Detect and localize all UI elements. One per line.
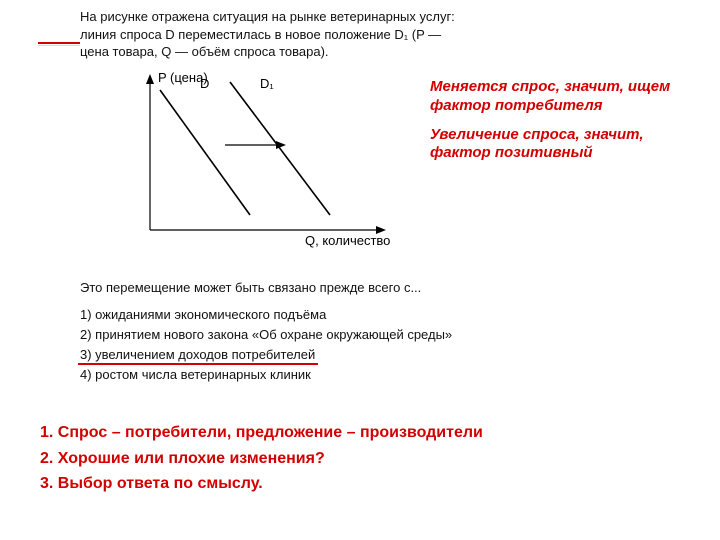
sidenote-2: Увеличение спроса, значит, фактор позити… (430, 126, 680, 164)
answer-options: 1) ожиданиями экономического подъёма 2) … (80, 305, 452, 386)
option-4: 4) ростом числа ветеринарных клиник (80, 365, 452, 385)
demand-shift-chart: P (цена) Q, количество D D₁ (130, 70, 410, 260)
step-2: 2. Хорошие или плохие изменения? (40, 446, 483, 472)
step-3: 3. Выбор ответа по смыслу. (40, 471, 483, 497)
underline-correct-option (78, 363, 318, 365)
side-annotations: Меняется спрос, значит, ищем фактор потр… (430, 78, 680, 173)
option-1: 1) ожиданиями экономического подъёма (80, 305, 452, 325)
question-lead: Это перемещение может быть связано прежд… (80, 280, 460, 295)
x-axis-label: Q, количество (305, 233, 390, 248)
sidenote-1: Меняется спрос, значит, ищем фактор потр… (430, 78, 680, 116)
curve-d-label: D (200, 76, 209, 91)
option-2: 2) принятием нового закона «Об охране ок… (80, 325, 452, 345)
solution-steps: 1. Спрос – потребители, предложение – пр… (40, 420, 483, 497)
underline-intro (38, 42, 80, 44)
step-1: 1. Спрос – потребители, предложение – пр… (40, 420, 483, 446)
intro-text: На рисунке отражена ситуация на рынке ве… (80, 8, 460, 61)
underline-intro-shadow (38, 45, 80, 46)
curve-d1-label: D₁ (260, 76, 274, 91)
